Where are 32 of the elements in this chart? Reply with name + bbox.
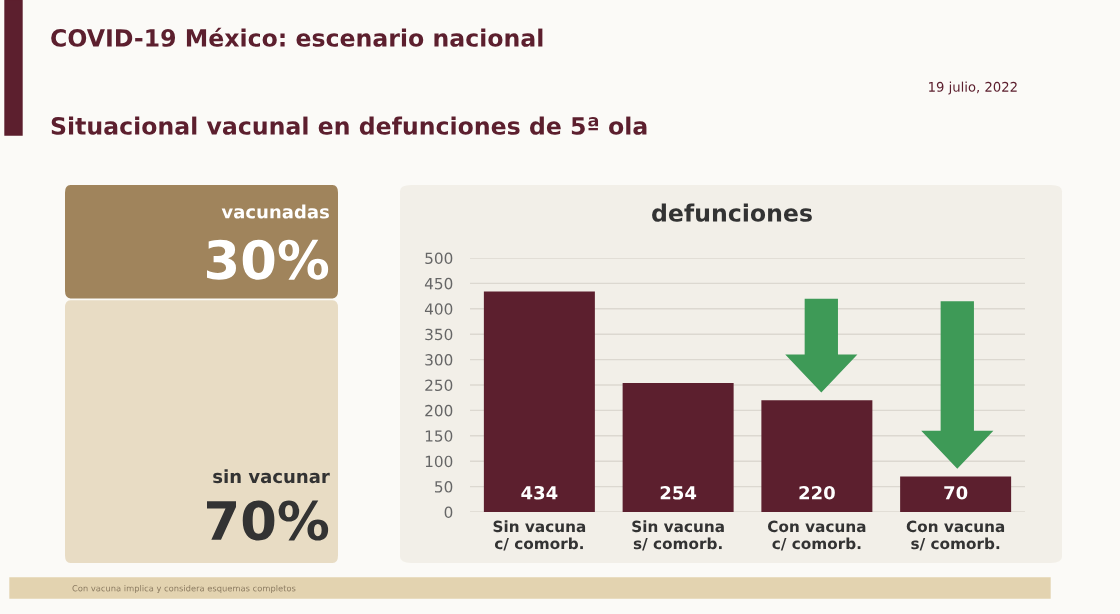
y-tick-label: 0 (444, 506, 453, 519)
y-tick-label: 100 (425, 455, 453, 468)
text: vacunadas (221, 204, 329, 219)
y-tick-label: 50 (435, 481, 453, 493)
data-label: 434 (521, 485, 558, 500)
chart-title: defunciones (652, 203, 812, 222)
bar (622, 382, 734, 512)
text: 70% (207, 500, 329, 541)
bar (900, 476, 1012, 512)
y-tick-label: 300 (425, 354, 453, 366)
text: 19 julio, 2022 (929, 81, 1017, 95)
bar (483, 291, 595, 512)
y-tick-label: 350 (425, 328, 453, 341)
text: COVID-19 México: escenario nacional (51, 27, 543, 47)
y-tick-label: 150 (425, 430, 453, 442)
text: 30% (207, 239, 329, 280)
data-label: 254 (660, 485, 697, 500)
data-label: 70 (944, 485, 968, 500)
x-tick-label: Sin vacuna c/ comorb. (493, 520, 586, 551)
text: Con vacuna implica y considera esquemas completos (72, 584, 296, 594)
text: sin vacunar (213, 469, 330, 484)
y-tick-label: 450 (424, 277, 453, 290)
y-tick-label: 500 (425, 252, 453, 265)
data-label: 220 (799, 485, 835, 500)
bar (761, 400, 873, 512)
x-tick-label: Con vacuna c/ comorb. (767, 520, 866, 551)
y-tick-label: 400 (424, 303, 453, 315)
y-tick-label: 200 (425, 404, 453, 417)
y-tick-label: 250 (425, 379, 453, 392)
x-tick-label: Con vacuna s/ comorb. (906, 520, 1005, 551)
text: Situacional vacunal en defunciones de 5ª ola (51, 116, 647, 135)
x-tick-label: Sin vacuna s/ comorb. (632, 520, 724, 551)
